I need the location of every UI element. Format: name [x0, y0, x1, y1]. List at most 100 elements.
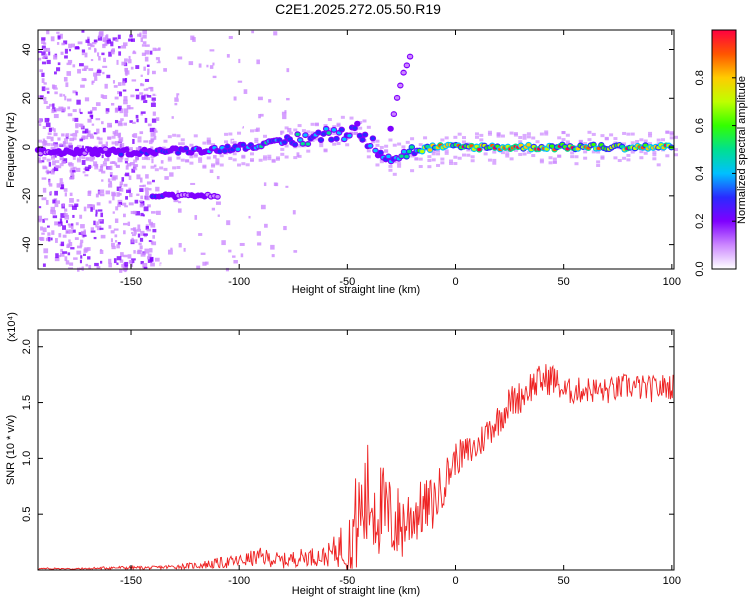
- main-trace-cell: [362, 132, 368, 137]
- snr-panel: -150 -100 -50 0 50 100 0.5 1.0 1.5 2.0 Height of…: [5, 312, 681, 597]
- spectrogram-noise-cell: [135, 114, 139, 119]
- spectrogram-noise-cell: [43, 101, 48, 104]
- spectrogram-noise-cell: [138, 200, 143, 203]
- spectrogram-haze-cell: [206, 156, 211, 160]
- spectrogram-haze-cell: [656, 163, 661, 167]
- spectrogram-noise-cell: [102, 127, 106, 133]
- spectrogram-noise-cell: [139, 203, 144, 208]
- spectrogram-noise-cell: [82, 171, 86, 174]
- spectrogram-noise-cell: [46, 59, 51, 65]
- spectrogram-noise-cell: [143, 88, 147, 91]
- spectrogram-noise-cell: [38, 215, 42, 221]
- spectrogram-noise-cell: [115, 108, 119, 112]
- spectrogram-haze-cell: [557, 136, 562, 140]
- spectrogram-noise-cell: [110, 102, 115, 106]
- spectrogram-noise-cell: [117, 157, 123, 163]
- spectrogram-haze-cell: [46, 158, 51, 162]
- spectrogram-haze-cell: [635, 139, 640, 143]
- spectrogram-noise-cell: [41, 177, 47, 180]
- spectrogram-noise-cell: [75, 123, 79, 127]
- spectrogram-noise-cell: [46, 225, 50, 228]
- spectrogram-haze-cell: [323, 124, 328, 128]
- snr-x-tick-label: -150: [120, 575, 142, 587]
- spectrogram-haze-cell: [366, 155, 371, 159]
- spectrogram-noise-cell: [130, 210, 135, 215]
- main-trace-cell: [90, 152, 95, 156]
- spectrogram-noise-cell: [102, 71, 105, 75]
- main-trace-cell: [339, 127, 344, 132]
- spectrogram-noise-cell: [114, 141, 119, 146]
- spectrogram-noise-cell: [271, 254, 275, 258]
- spectrogram-noise-cell: [41, 197, 47, 201]
- spectrogram-noise-cell: [83, 135, 89, 140]
- spectrogram-noise-cell: [66, 244, 70, 249]
- snr-y-tick-label: 1.5: [21, 395, 33, 410]
- spectrogram-haze-cell: [505, 148, 510, 152]
- spectrogram-haze-cell: [327, 127, 332, 131]
- spectrogram-noise-cell: [133, 229, 137, 235]
- spectrogram-haze-cell: [526, 150, 531, 154]
- spectrogram-haze-cell: [552, 157, 557, 161]
- spectrogram-haze-cell: [522, 136, 527, 140]
- spectrogram-haze-cell: [267, 154, 272, 158]
- spectrogram-haze-cell: [418, 165, 423, 169]
- spectrogram-haze-cell: [250, 129, 254, 133]
- spectrogram-noise-cell: [263, 136, 267, 140]
- spectrogram-noise-cell: [267, 59, 272, 65]
- spectrogram-noise-cell: [125, 165, 129, 170]
- spectrogram-haze-cell: [375, 139, 380, 143]
- main-trace-cell: [404, 154, 409, 159]
- spectrogram-noise-cell: [173, 199, 179, 203]
- spectrogram-haze-cell: [63, 138, 68, 142]
- spectrogram-noise-cell: [99, 250, 104, 254]
- spectrogram-noise-cell: [206, 64, 209, 68]
- spectrogram-noise-cell: [160, 160, 164, 164]
- spectrogram-noise-cell: [87, 118, 92, 123]
- spectrogram-noise-cell: [102, 43, 108, 47]
- spectrogram-noise-cell: [99, 227, 104, 230]
- main-trace-cell: [173, 146, 178, 151]
- spectrogram-noise-cell: [81, 160, 86, 165]
- spectrogram-noise-cell: [47, 232, 51, 236]
- spectrogram-noise-cell: [62, 234, 67, 238]
- spectrogram-noise-cell: [56, 183, 61, 188]
- spectrogram-noise-cell: [142, 214, 145, 217]
- spectrogram-noise-cell: [108, 200, 112, 204]
- spectrogram-noise-cell: [87, 204, 92, 209]
- spectrogram-noise-cell: [47, 132, 52, 136]
- spectrogram-noise-cell: [45, 47, 51, 52]
- spectrogram-noise-cell: [233, 96, 237, 101]
- spectrogram-haze-cell: [176, 134, 181, 138]
- snr-x-tick-label: -50: [339, 575, 355, 587]
- spectrogram-noise-cell: [165, 46, 171, 51]
- figure-title: C2E1.2025.272.05.50.R19: [275, 1, 441, 17]
- spectrogram-haze-cell: [462, 136, 466, 140]
- spectrogram-haze-cell: [85, 156, 90, 160]
- spectrogram-noise-cell: [95, 102, 101, 106]
- spectrogram-noise-cell: [90, 165, 93, 168]
- spectrogram-haze-cell: [669, 131, 674, 135]
- spectrogram-haze-cell: [137, 136, 142, 140]
- spectrogram-noise-cell: [108, 183, 113, 188]
- spectrogram-haze-cell: [128, 148, 133, 152]
- snr-frame: [37, 329, 675, 571]
- spectrogram-haze-cell: [440, 161, 445, 165]
- spectrogram-noise-cell: [154, 257, 160, 262]
- spectrogram-haze-cell: [275, 157, 280, 161]
- spectrogram-haze-cell: [141, 165, 146, 169]
- spectrogram-noise-cell: [178, 243, 182, 248]
- spectrogram-noise-cell: [122, 89, 127, 92]
- spectrogram-noise-cell: [45, 170, 51, 173]
- spectrogram-noise-cell: [83, 167, 86, 171]
- spectrogram-noise-cell: [253, 39, 257, 43]
- spectrogram-noise-cell: [132, 138, 135, 144]
- spectrogram-haze-cell: [630, 141, 635, 145]
- spectrogram-haze-cell: [418, 157, 423, 161]
- spectrogram-noise-cell: [53, 113, 59, 119]
- spectrogram-noise-cell: [115, 240, 118, 243]
- spectrogram-noise-cell: [147, 253, 152, 258]
- spectrogram-haze-cell: [172, 150, 177, 154]
- spectrogram-haze-cell: [418, 143, 423, 147]
- spectrogram-haze-cell: [414, 157, 419, 161]
- spectrogram-noise-cell: [292, 210, 296, 215]
